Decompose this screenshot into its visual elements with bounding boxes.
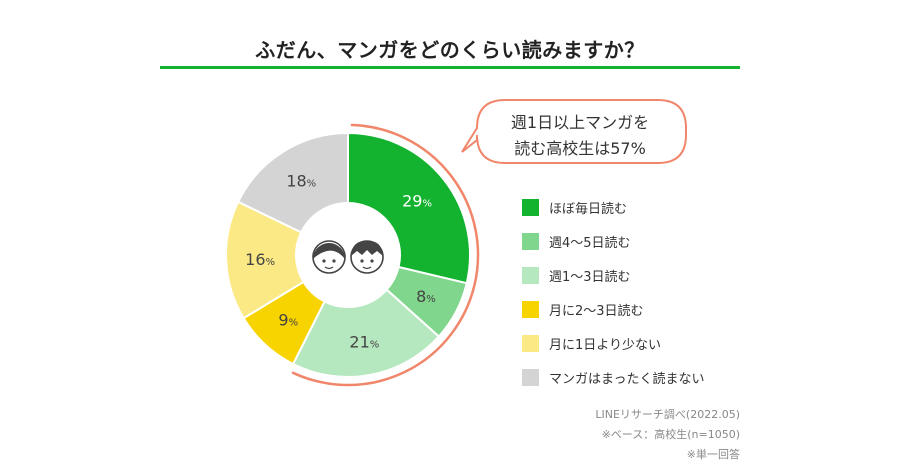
callout-bubble [461, 99, 687, 164]
slice-value-label-6: 18% [286, 171, 316, 190]
slice-value-label-2: 8% [416, 287, 436, 306]
legend-swatch [522, 368, 539, 386]
legend-swatch [522, 334, 539, 352]
legend-swatch [522, 198, 539, 216]
legend-item-3: 週1〜3日読む [522, 264, 704, 286]
callout-line-1: 週1日以上マンガを [510, 113, 650, 132]
legend-item-6: マンガはまったく読まない [522, 366, 704, 388]
chart-title: ふだん、マンガをどのくらい読みますか？ [255, 38, 645, 62]
donut-slice-3 [291, 288, 441, 378]
slice-value-label-1: 29% [402, 191, 432, 210]
legend-swatch [522, 232, 539, 250]
title-underline [160, 66, 740, 69]
legend-label: 月に2〜3日読む [549, 303, 644, 319]
source-line-3: ※単一回答 [686, 448, 740, 461]
legend-item-1: ほぼ毎日読む [522, 196, 704, 218]
faces-icon [312, 240, 384, 274]
legend-label: 週4〜5日読む [549, 235, 631, 251]
value-labels: 29% 8% 21% 9% 16% 18% [245, 171, 436, 351]
source-line-1: LINEリサーチ調べ(2022.05) [595, 408, 740, 421]
slice-value-label-5: 16% [245, 250, 275, 269]
donut-hole [296, 203, 400, 307]
highlight-arc [291, 123, 480, 387]
source-line-2: ※ベース：高校生(n=1050) [601, 428, 740, 441]
legend-label: ほぼ毎日読む [549, 201, 628, 217]
legend-swatch [522, 300, 539, 318]
source-note: LINEリサーチ調べ(2022.05) ※ベース：高校生(n=1050) ※単一… [595, 405, 740, 465]
legend-swatch [522, 266, 539, 284]
slice-value-label-4: 9% [278, 311, 298, 330]
legend-item-2: 週4〜5日読む [522, 230, 704, 252]
legend-label: 月に1日より少ない [549, 337, 662, 353]
callout-text: 週1日以上マンガを 読む高校生は57% [472, 110, 688, 162]
legend-label: マンガはまったく読まない [549, 371, 705, 387]
legend-label: 週1〜3日読む [549, 269, 631, 285]
legend: ほぼ毎日読む 週4〜5日読む 週1〜3日読む 月に2〜3日読む月に1日より少ないマンガ… [522, 196, 704, 400]
slice-value-label-3: 21% [349, 332, 379, 351]
legend-item-5: 月に1日より少ない [522, 332, 704, 354]
legend-item-4: 月に2〜3日読む [522, 298, 704, 320]
callout-line-2: 読む高校生は57% [514, 139, 646, 158]
